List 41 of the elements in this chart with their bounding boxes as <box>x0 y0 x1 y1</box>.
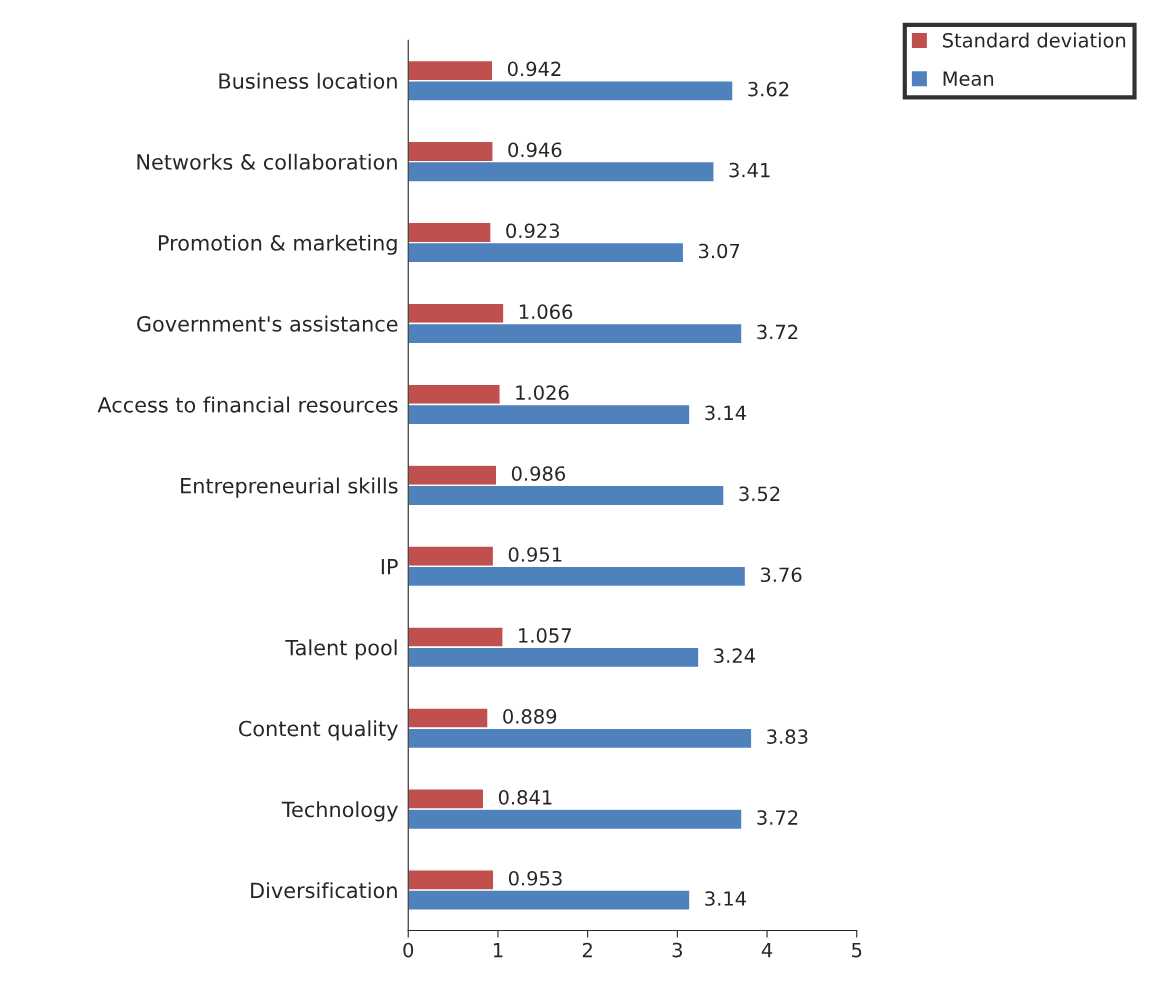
data-label: 3.24 <box>714 648 755 664</box>
x-tick-label: 1 <box>493 942 503 958</box>
data-label: 3.72 <box>757 324 798 340</box>
y-tick-label: Talent pool <box>285 639 397 660</box>
data-label: 3.76 <box>760 567 802 583</box>
data-label: 0.953 <box>508 870 562 886</box>
data-label: 0.986 <box>511 466 566 481</box>
x-tick-label: 3 <box>672 942 682 958</box>
data-label: 3.62 <box>748 81 789 97</box>
y-tick-label: IP <box>381 559 398 575</box>
x-tick-label: 0 <box>403 942 414 958</box>
y-tick-label: Government's assistance <box>137 315 398 332</box>
data-label: 0.951 <box>508 547 562 562</box>
data-label: 0.841 <box>498 789 552 805</box>
data-label: 0.889 <box>503 709 557 724</box>
data-label: 3.72 <box>757 810 798 825</box>
legend-label: Standard deviation <box>943 32 1126 48</box>
x-tick-label: 4 <box>761 942 773 958</box>
y-tick-label: Entrepreneurial skills <box>181 477 398 498</box>
y-tick-label: Access to financial resources <box>97 396 398 413</box>
data-label: 3.14 <box>705 891 746 906</box>
data-label: 3.83 <box>767 729 808 744</box>
data-label: 3.07 <box>699 243 740 259</box>
data-label: 3.14 <box>705 405 746 421</box>
data-label: 0.923 <box>506 223 560 239</box>
legend-label: Mean <box>943 71 994 86</box>
data-label: 1.026 <box>516 385 569 400</box>
data-label: 3.41 <box>729 162 770 178</box>
y-tick-label: Technology <box>281 801 398 822</box>
x-tick-label: 5 <box>852 942 862 958</box>
y-tick-label: Networks & collaboration <box>137 153 397 170</box>
x-tick-label: 2 <box>582 942 592 958</box>
y-tick-label: Content quality <box>238 720 398 741</box>
y-tick-label: Business location <box>219 72 397 89</box>
data-label: 1.066 <box>519 304 573 320</box>
data-label: 0.942 <box>507 61 561 77</box>
y-tick-label: Diversification <box>251 882 397 899</box>
data-label: 0.946 <box>508 142 562 158</box>
data-label: 1.057 <box>519 628 571 643</box>
data-label: 3.52 <box>739 486 780 502</box>
y-tick-label: Promotion & marketing <box>158 234 397 255</box>
